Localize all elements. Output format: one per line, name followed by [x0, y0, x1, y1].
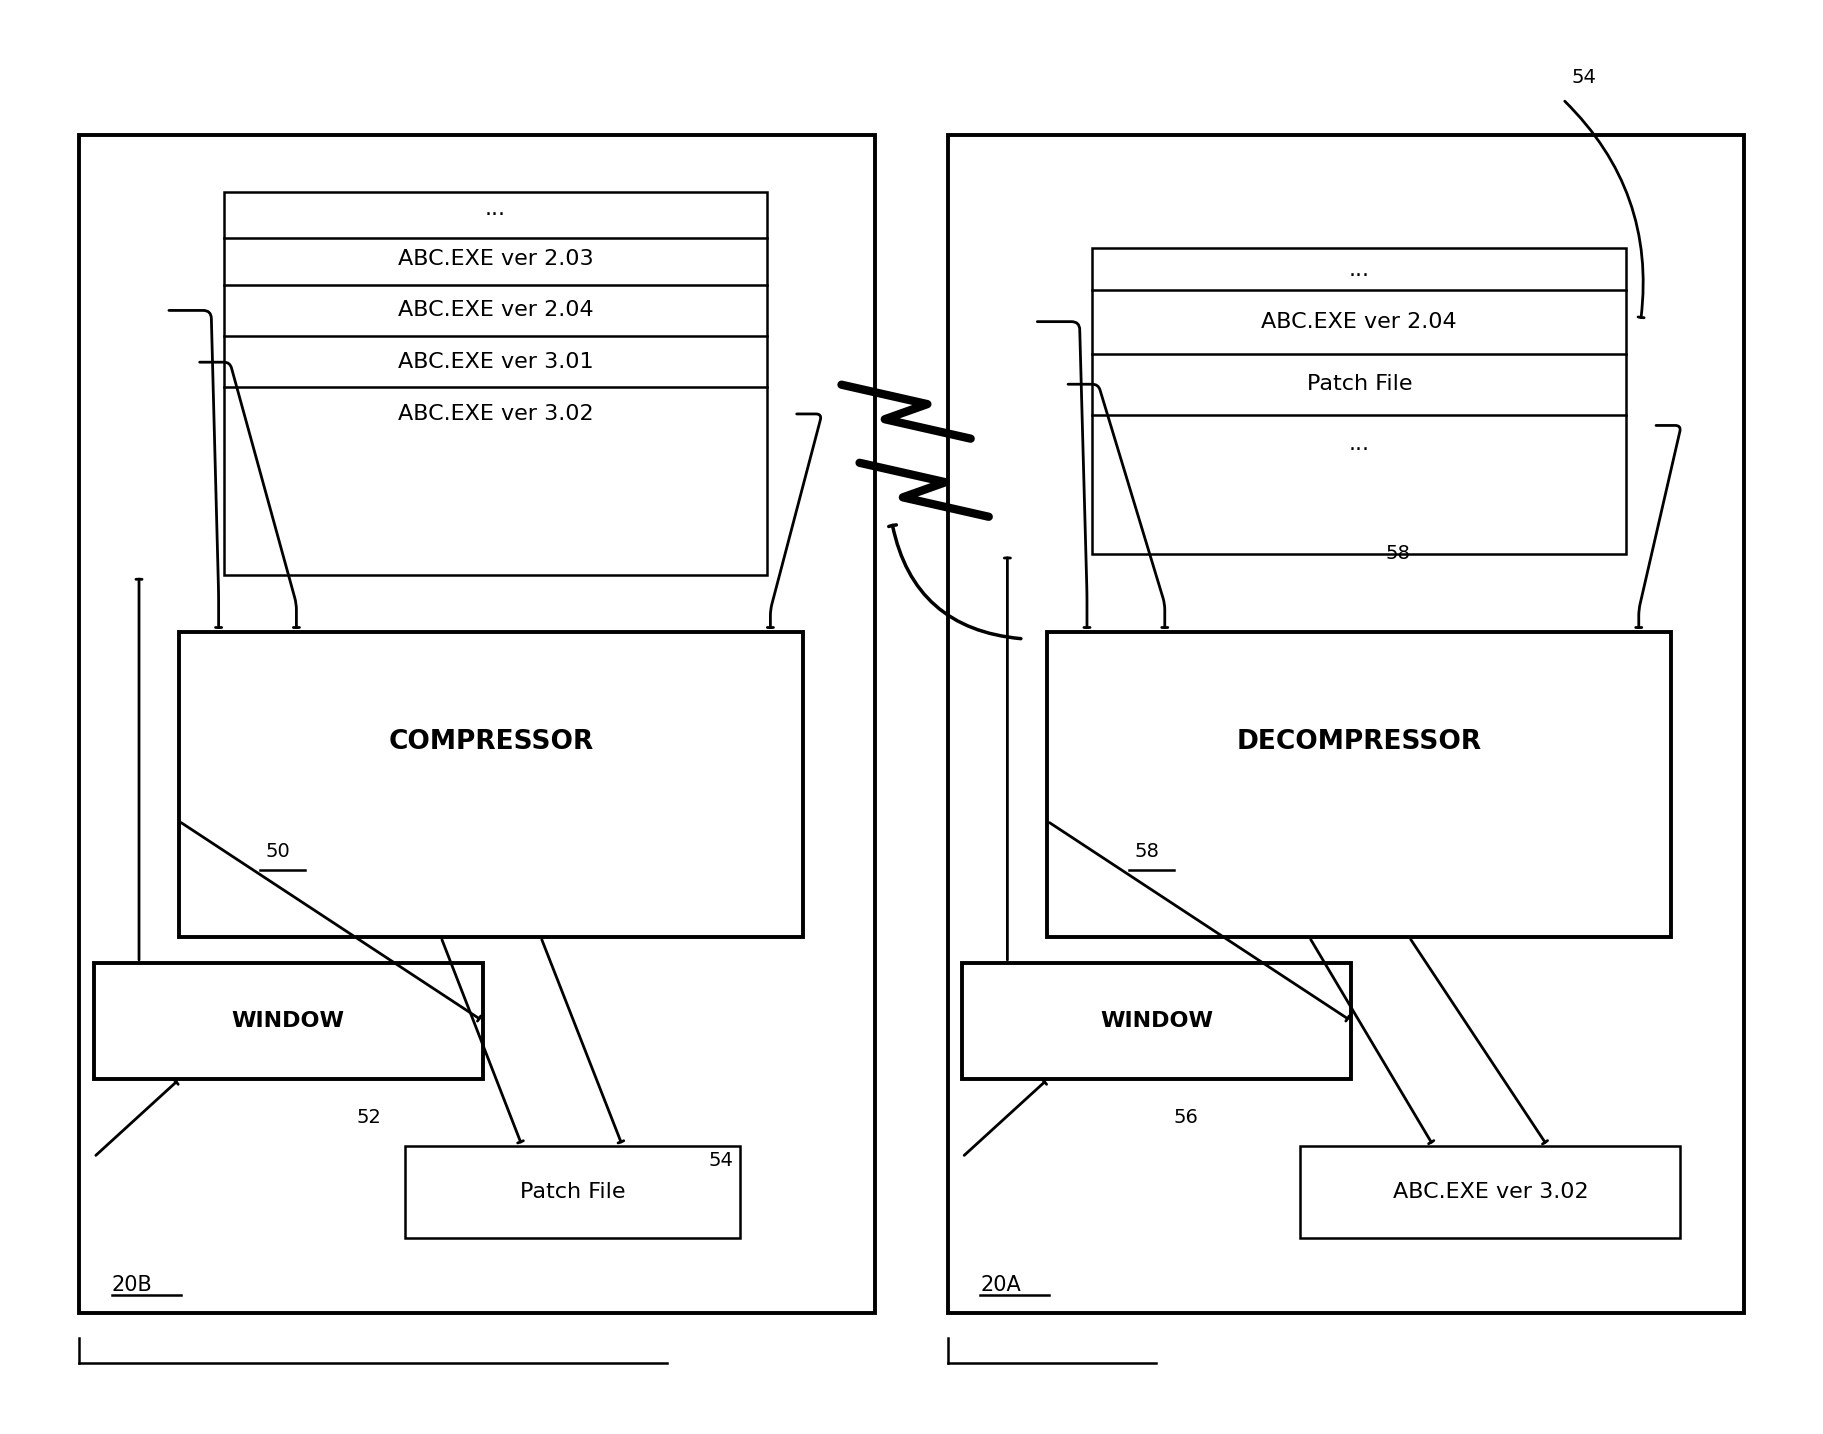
- Text: ...: ...: [485, 199, 507, 219]
- Text: ...: ...: [1349, 260, 1369, 280]
- Text: ...: ...: [1349, 433, 1369, 453]
- Text: ABC.EXE ver 3.02: ABC.EXE ver 3.02: [397, 404, 592, 424]
- Text: 56: 56: [1174, 1108, 1200, 1127]
- Text: ABC.EXE ver 2.03: ABC.EXE ver 2.03: [397, 248, 592, 268]
- FancyBboxPatch shape: [963, 962, 1351, 1080]
- FancyBboxPatch shape: [93, 962, 483, 1080]
- FancyBboxPatch shape: [1046, 632, 1672, 936]
- FancyBboxPatch shape: [405, 1146, 740, 1238]
- Text: 20B: 20B: [111, 1275, 153, 1295]
- Text: COMPRESSOR: COMPRESSOR: [388, 728, 594, 754]
- Text: WINDOW: WINDOW: [1099, 1011, 1212, 1031]
- FancyBboxPatch shape: [80, 135, 875, 1314]
- FancyBboxPatch shape: [179, 632, 802, 936]
- Text: Patch File: Patch File: [520, 1182, 625, 1202]
- Text: 52: 52: [355, 1108, 381, 1127]
- Text: ABC.EXE ver 3.01: ABC.EXE ver 3.01: [397, 353, 592, 373]
- Text: 58: 58: [1134, 842, 1159, 862]
- Text: 54: 54: [1571, 69, 1597, 87]
- Text: 20A: 20A: [981, 1275, 1021, 1295]
- FancyBboxPatch shape: [224, 192, 767, 575]
- Text: 50: 50: [266, 842, 290, 862]
- Text: Patch File: Patch File: [1307, 374, 1413, 394]
- Text: ABC.EXE ver 2.04: ABC.EXE ver 2.04: [1262, 311, 1457, 331]
- FancyBboxPatch shape: [948, 135, 1743, 1314]
- Text: 58: 58: [1385, 543, 1411, 564]
- Text: ABC.EXE ver 2.04: ABC.EXE ver 2.04: [397, 300, 592, 320]
- Text: ABC.EXE ver 3.02: ABC.EXE ver 3.02: [1393, 1182, 1588, 1202]
- FancyBboxPatch shape: [1092, 248, 1626, 554]
- Text: DECOMPRESSOR: DECOMPRESSOR: [1236, 728, 1482, 754]
- FancyBboxPatch shape: [1300, 1146, 1681, 1238]
- Text: 54: 54: [709, 1150, 733, 1170]
- Text: WINDOW: WINDOW: [232, 1011, 345, 1031]
